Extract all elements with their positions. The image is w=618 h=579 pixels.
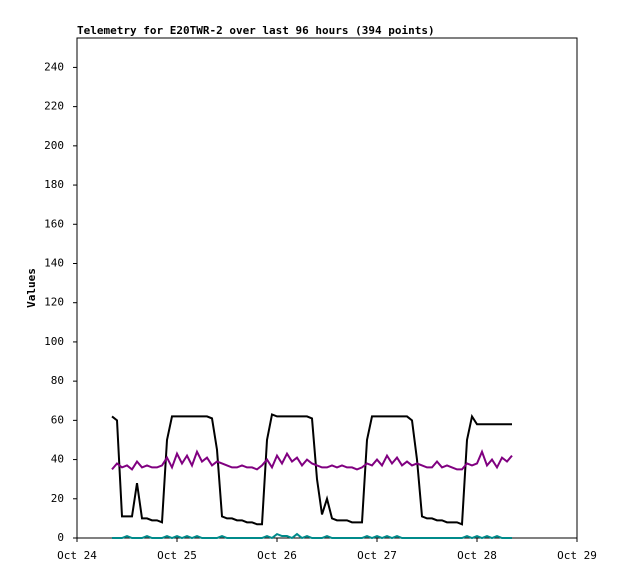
- y-axis-label: Values: [25, 268, 38, 308]
- y-tick-label: 120: [44, 296, 64, 309]
- y-tick-label: 160: [44, 217, 64, 230]
- y-tick-label: 0: [57, 531, 64, 544]
- chart-title: Telemetry for E20TWR-2 over last 96 hour…: [77, 24, 435, 37]
- y-tick-label: 240: [44, 60, 64, 73]
- series-line: [111, 448, 513, 471]
- y-tick-label: 220: [44, 100, 64, 113]
- x-tick-label: Oct 27: [357, 549, 397, 562]
- x-tick-label: Oct 24: [57, 549, 97, 562]
- y-tick-label: 140: [44, 256, 64, 269]
- x-tick-label: Oct 25: [157, 549, 197, 562]
- plot-frame: [76, 37, 578, 539]
- series-line: [111, 413, 512, 526]
- y-tick-label: 60: [51, 413, 64, 426]
- x-tick-label: Oct 28: [457, 549, 497, 562]
- y-tick-label: 80: [51, 374, 64, 387]
- y-tick-label: 40: [51, 453, 64, 466]
- x-tick-label: Oct 29: [557, 549, 597, 562]
- x-tick-label: Oct 26: [257, 549, 297, 562]
- y-tick-label: 200: [44, 139, 64, 152]
- y-tick-label: 180: [44, 178, 64, 191]
- series-line: [112, 532, 512, 540]
- y-tick-label: 100: [44, 335, 64, 348]
- y-tick-label: 20: [51, 492, 64, 505]
